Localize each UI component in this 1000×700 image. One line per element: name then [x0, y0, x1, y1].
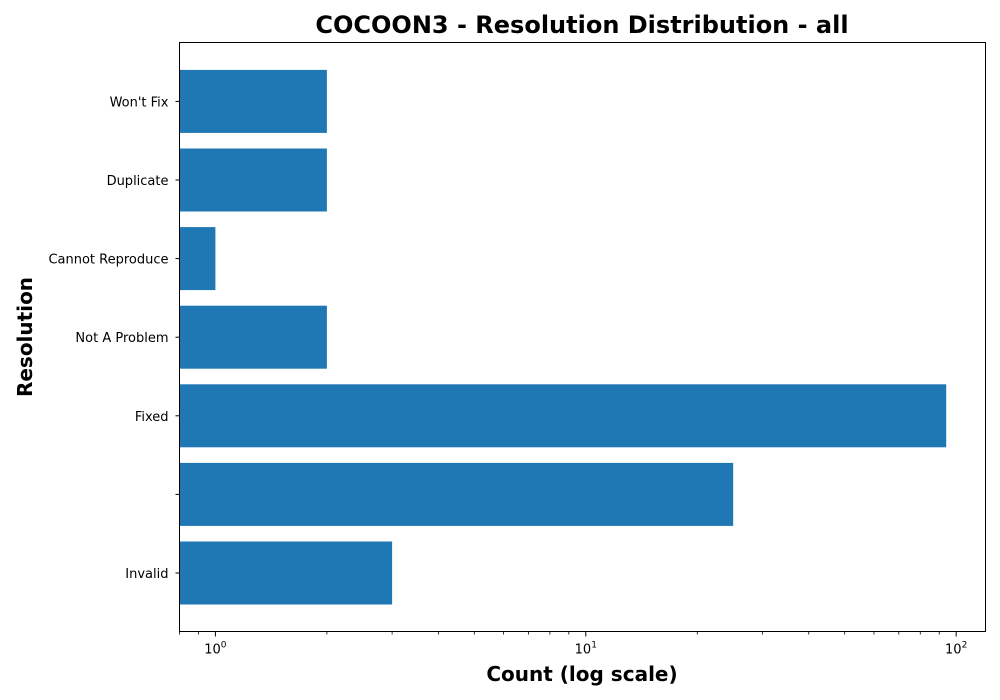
bar: [179, 148, 327, 212]
bar: [179, 384, 947, 448]
x-tick-label: 102: [945, 641, 967, 658]
y-axis-title: Resolution: [13, 277, 37, 397]
bar: [179, 305, 327, 369]
x-tick-label: 101: [575, 641, 597, 658]
x-tick-label: 100: [204, 641, 227, 658]
plot-frame: [179, 42, 986, 632]
y-tick-label: Invalid: [125, 567, 168, 582]
y-tick-label: Duplicate: [107, 174, 169, 189]
bar: [179, 227, 216, 291]
y-tick-label: Cannot Reproduce: [48, 253, 168, 268]
y-tick-label: Won't Fix: [110, 95, 169, 110]
y-tick-label: Not A Problem: [75, 331, 168, 346]
bars-layer: [179, 69, 947, 605]
x-axis-title: Count (log scale): [486, 662, 677, 686]
bar: [179, 69, 327, 133]
chart-title: COCOON3 - Resolution Distribution - all: [315, 11, 848, 39]
bar: [179, 541, 393, 605]
bar: [179, 462, 734, 526]
y-tick-label: Fixed: [135, 410, 169, 425]
ticks-layer: Invalid Fixed Not A Problem Cannot Reproduc…: [48, 95, 967, 657]
